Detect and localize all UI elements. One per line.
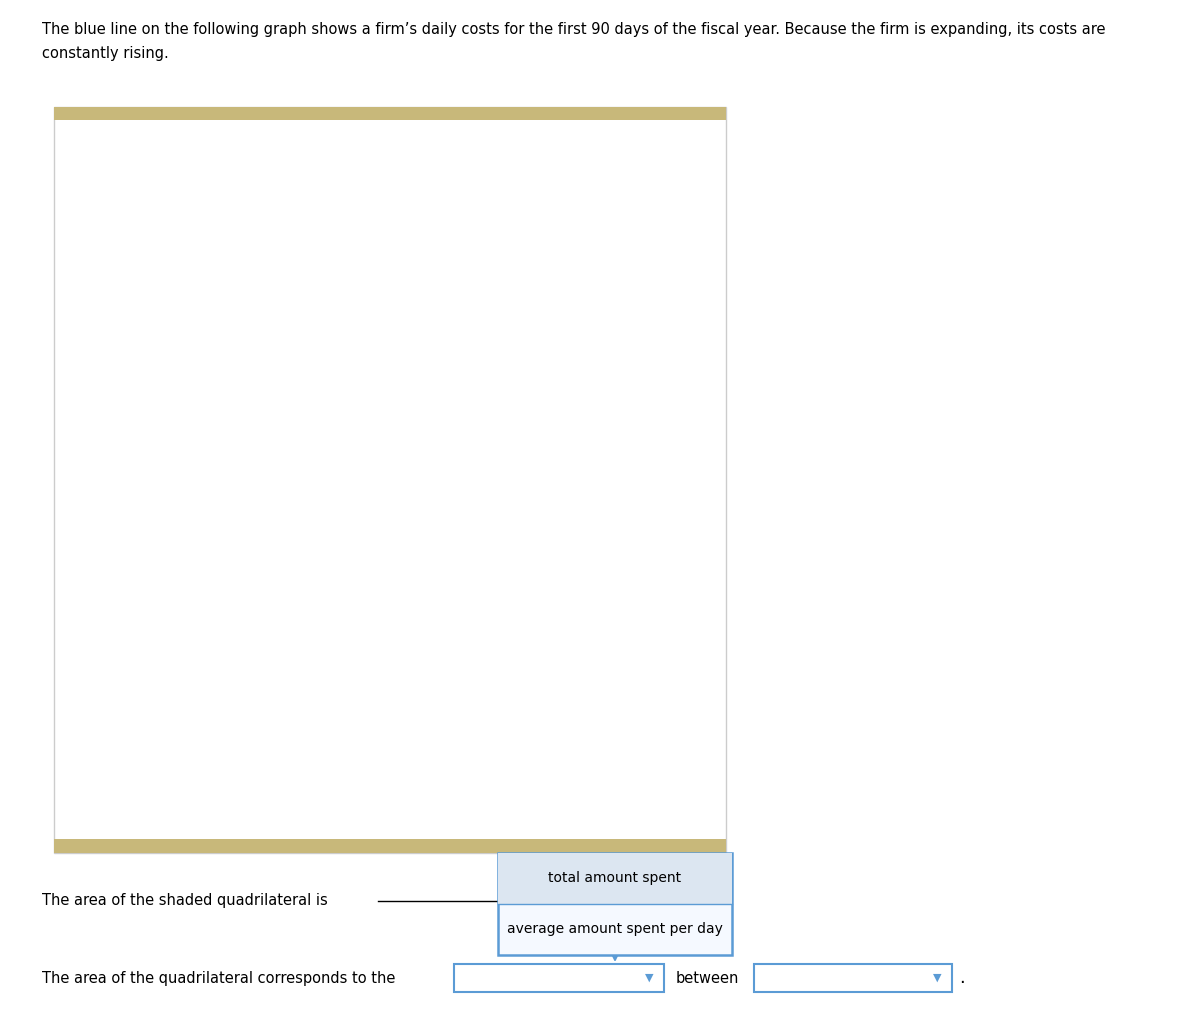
Text: The area of the shaded quadrilateral is: The area of the shaded quadrilateral is: [42, 893, 328, 908]
Text: average amount spent per day: average amount spent per day: [508, 922, 722, 936]
Y-axis label: EXPENSES (Thousands of dollars per day): EXPENSES (Thousands of dollars per day): [97, 349, 110, 626]
Text: total amount spent: total amount spent: [548, 871, 682, 885]
Text: between: between: [676, 971, 739, 985]
Text: constantly rising.: constantly rising.: [42, 46, 169, 61]
X-axis label: TIME (Days): TIME (Days): [382, 800, 464, 815]
Text: .: .: [959, 969, 965, 987]
Text: ?: ?: [673, 154, 683, 173]
Text: ▼: ▼: [932, 973, 942, 983]
Polygon shape: [356, 327, 569, 770]
Circle shape: [653, 142, 703, 185]
Text: The blue line on the following graph shows a firm’s daily costs for the first 90: The blue line on the following graph sho…: [42, 22, 1105, 38]
Text: ▼: ▼: [644, 973, 654, 983]
Text: The area of the quadrilateral corresponds to the: The area of the quadrilateral correspond…: [42, 971, 395, 985]
